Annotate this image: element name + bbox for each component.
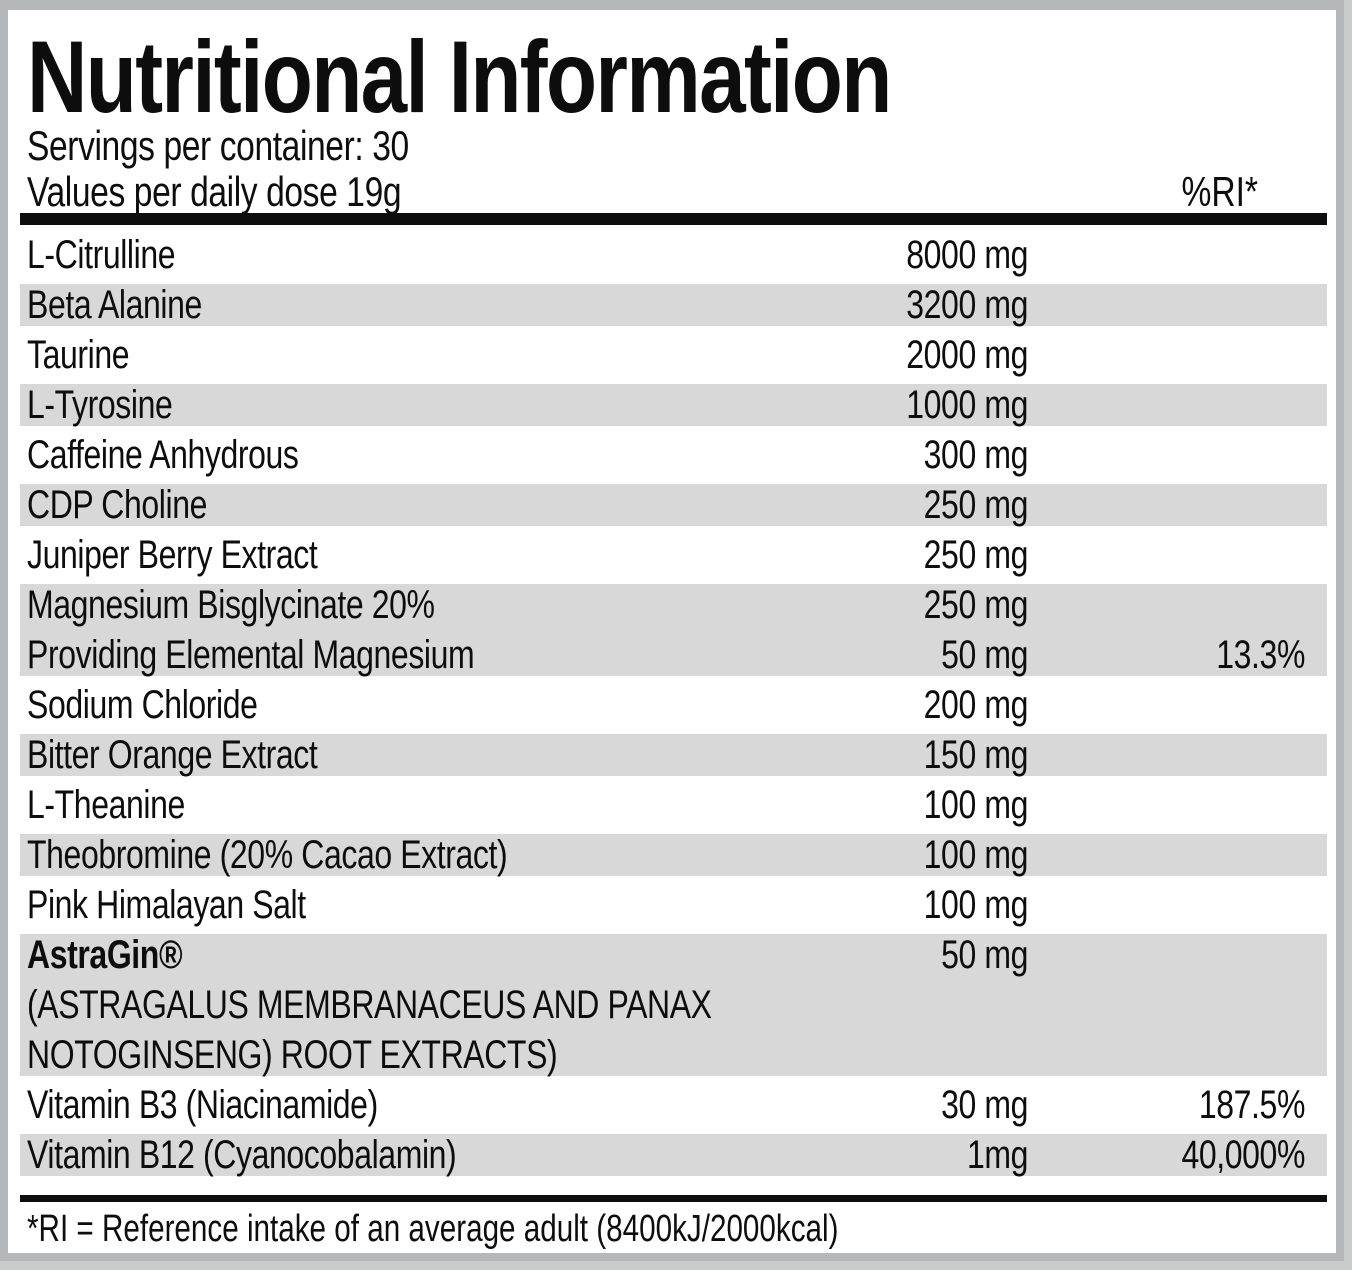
ingredient-amount: 100 mg — [923, 833, 1029, 877]
astragin-row-group: AstraGin® 50 mg (ASTRAGALUS MEMBRANACEUS… — [20, 930, 1327, 1080]
ingredient-amount: 1mg — [966, 1133, 1028, 1177]
ingredient-amount: 100 mg — [923, 883, 1029, 927]
table-row: L-Tyrosine 1000 mg — [20, 380, 1327, 430]
ingredient-name: Theobromine (20% Cacao Extract) — [27, 833, 508, 877]
table-row: Juniper Berry Extract 250 mg — [20, 530, 1327, 580]
dose-line: Values per daily dose 19g — [27, 168, 495, 215]
table-row: CDP Choline 250 mg — [20, 480, 1327, 530]
ri-column-header: %RI* — [1181, 168, 1258, 215]
servings-line-text: Servings per container: 30 — [27, 122, 409, 169]
ingredient-amount: 50 mg — [941, 633, 1028, 677]
table-row: Providing Elemental Magnesium 50 mg 13.3… — [20, 630, 1327, 680]
ingredient-name: AstraGin® — [27, 933, 183, 977]
magnesium-row-group: Magnesium Bisglycinate 20% 250 mg Provid… — [20, 580, 1327, 680]
table-row: Vitamin B3 (Niacinamide) 30 mg 187.5% — [20, 1080, 1327, 1130]
ingredient-name: Vitamin B12 (Cyanocobalamin) — [27, 1133, 457, 1177]
ingredient-name: NOTOGINSENG) ROOT EXTRACTS) — [27, 1033, 558, 1077]
ingredient-name: Sodium Chloride — [27, 683, 258, 727]
table-row: Caffeine Anhydrous 300 mg — [20, 430, 1327, 480]
ingredient-name: Taurine — [27, 333, 130, 377]
ingredient-ri: 187.5% — [1198, 1083, 1306, 1127]
table-row: (ASTRAGALUS MEMBRANACEUS AND PANAX — [20, 980, 1327, 1030]
ingredient-name: L-Theanine — [27, 783, 185, 827]
ingredient-name: Providing Elemental Magnesium — [27, 633, 475, 677]
ingredient-amount: 200 mg — [923, 683, 1029, 727]
page-title-text: Nutritional Information — [27, 20, 892, 134]
ingredient-amount: 300 mg — [923, 433, 1029, 477]
table-row: AstraGin® 50 mg — [20, 930, 1327, 980]
ingredient-name: CDP Choline — [27, 483, 207, 527]
ingredient-name: Beta Alanine — [27, 283, 202, 327]
table-row: Bitter Orange Extract 150 mg — [20, 730, 1327, 780]
table-row: Vitamin B12 (Cyanocobalamin) 1mg 40,000% — [20, 1130, 1327, 1180]
ingredient-amount: 30 mg — [941, 1083, 1028, 1127]
ingredient-amount: 250 mg — [923, 533, 1029, 577]
servings-line: Servings per container: 30 — [27, 122, 504, 169]
ingredient-amount: 250 mg — [923, 483, 1029, 527]
page-title: Nutritional Information — [27, 22, 1080, 132]
table-row: Magnesium Bisglycinate 20% 250 mg — [20, 580, 1327, 630]
header-divider-bar — [20, 213, 1327, 225]
table-row: Taurine 2000 mg — [20, 330, 1327, 380]
ingredient-name: L-Citrulline — [27, 233, 176, 277]
ingredient-name: Pink Himalayan Salt — [27, 883, 306, 927]
reference-intake-footnote: *RI = Reference intake of an average adu… — [27, 1208, 839, 1250]
table-row: NOTOGINSENG) ROOT EXTRACTS) — [20, 1030, 1327, 1080]
table-row: L-Theanine 100 mg — [20, 780, 1327, 830]
ingredient-name: Caffeine Anhydrous — [27, 433, 299, 477]
table-row: Pink Himalayan Salt 100 mg — [20, 880, 1327, 930]
ingredient-name: Magnesium Bisglycinate 20% — [27, 583, 435, 627]
ingredient-amount: 100 mg — [923, 783, 1029, 827]
ingredient-amount: 8000 mg — [906, 233, 1028, 277]
footer-divider-bar — [20, 1195, 1327, 1202]
ingredient-amount: 150 mg — [923, 733, 1029, 777]
ingredient-amount: 50 mg — [941, 933, 1028, 977]
table-row: Theobromine (20% Cacao Extract) 100 mg — [20, 830, 1327, 880]
ingredient-amount: 1000 mg — [906, 383, 1028, 427]
ingredient-name: Bitter Orange Extract — [27, 733, 318, 777]
ingredient-name: L-Tyrosine — [27, 383, 173, 427]
ingredient-name: Juniper Berry Extract — [27, 533, 318, 577]
ingredient-ri: 40,000% — [1181, 1133, 1305, 1177]
ingredient-amount: 3200 mg — [906, 283, 1028, 327]
ingredient-amount: 2000 mg — [906, 333, 1028, 377]
table-row: Beta Alanine 3200 mg — [20, 280, 1327, 330]
ingredient-name: Vitamin B3 (Niacinamide) — [27, 1083, 378, 1127]
table-row: L-Citrulline 8000 mg — [20, 230, 1327, 280]
ingredient-name: (ASTRAGALUS MEMBRANACEUS AND PANAX — [27, 983, 712, 1027]
ingredient-table: L-Citrulline 8000 mg Beta Alanine 3200 m… — [20, 230, 1327, 1180]
ingredient-ri: 13.3% — [1216, 633, 1305, 677]
dose-line-text: Values per daily dose 19g — [27, 168, 402, 215]
table-row: Sodium Chloride 200 mg — [20, 680, 1327, 730]
ingredient-amount: 250 mg — [923, 583, 1029, 627]
